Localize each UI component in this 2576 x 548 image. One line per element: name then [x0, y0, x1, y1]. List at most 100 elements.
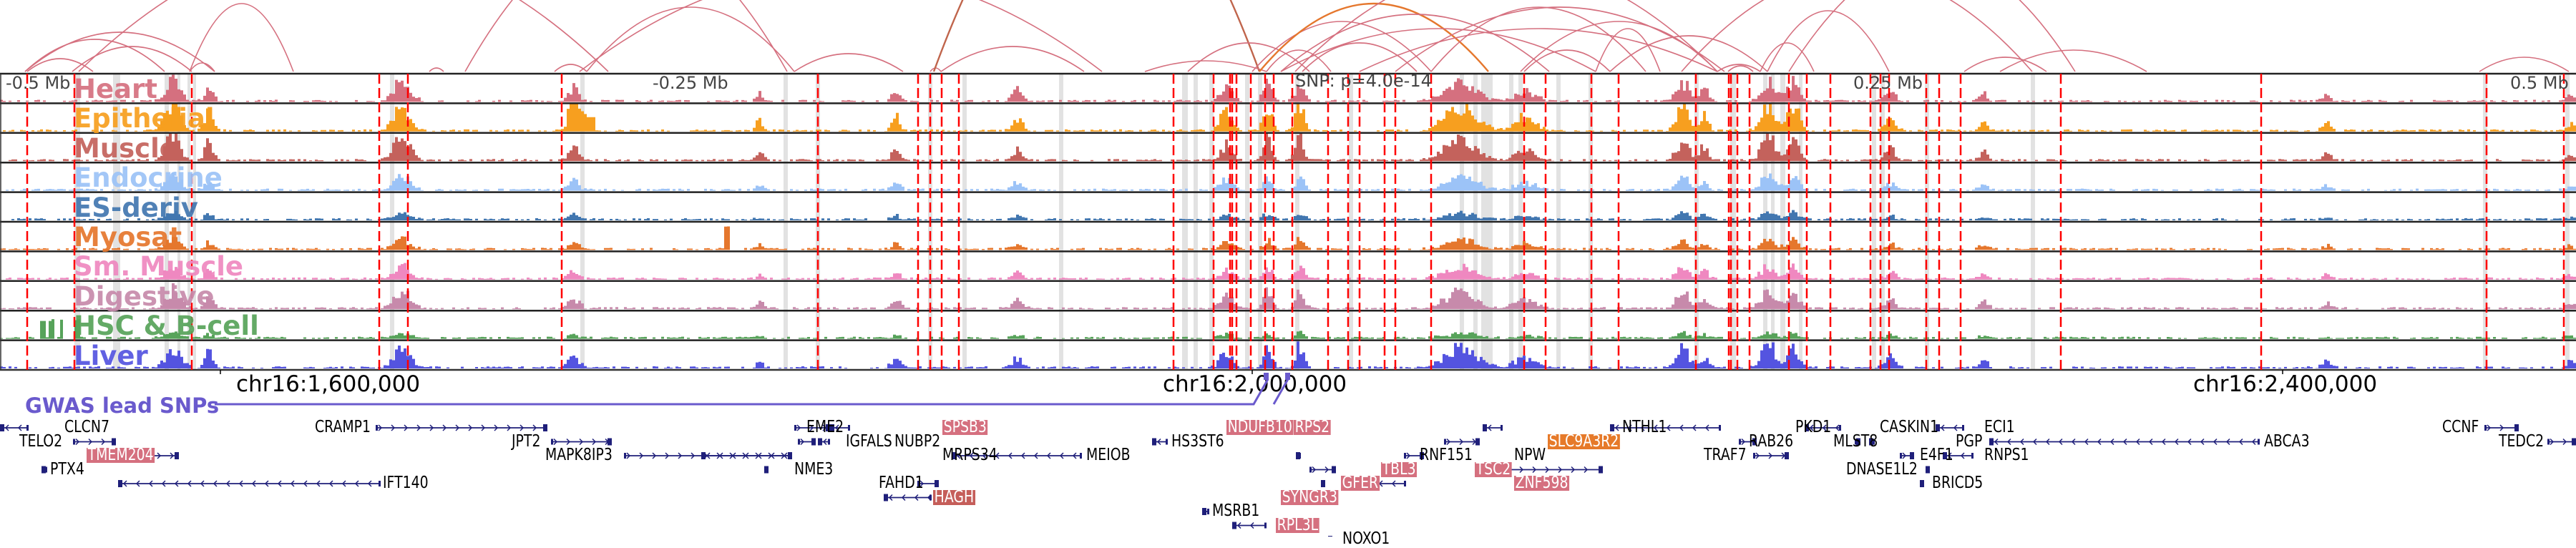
chromatin-loop-arc [464, 0, 788, 72]
gene-label-mapk8ip3[interactable]: MAPK8IP3 [545, 446, 613, 464]
gene-label-rps2[interactable]: RPS2 [1294, 418, 1331, 436]
gene-model-rpl3l [1232, 522, 1267, 529]
gene-label-clcn7[interactable]: CLCN7 [64, 418, 110, 436]
track-label-muscle: Muscle [74, 132, 177, 164]
gene-label-tmem204[interactable]: TMEM204 [86, 446, 155, 464]
gene-label-eci1[interactable]: ECI1 [1984, 418, 2015, 436]
chromatin-loop-arc [1523, 49, 1611, 72]
chromatin-loop-arc [1963, 57, 2047, 72]
gene-model-rnf151 [1296, 452, 1301, 459]
gene-label-fahd1[interactable]: FAHD1 [879, 474, 924, 492]
track-label-hsc-b-cell: HSC & B-cell [74, 310, 259, 342]
gene-label-tsc2[interactable]: TSC2 [1474, 459, 1512, 479]
chromatin-loop-arc [2479, 57, 2570, 72]
chromatin-loop-arcs [24, 0, 2570, 72]
gene-label-znf598[interactable]: ZNF598 [1513, 474, 1569, 492]
gene-model-spsb3 [830, 424, 850, 431]
signal-track-hsc-b-cell [0, 319, 2576, 339]
gene-model-msrb1 [1202, 508, 1209, 515]
gene-label-caskin1[interactable]: CASKIN1 [1880, 418, 1939, 436]
gene-label-rnf151[interactable]: RNF151 [1419, 446, 1473, 464]
chromatin-loop-arc [1520, 21, 1718, 72]
gene-label-pgp[interactable]: PGP [1955, 431, 1983, 451]
gene-model-eme2 [794, 424, 830, 431]
gene-model-eci1 [1936, 424, 1964, 431]
chromatin-loop-arc [1280, 14, 1550, 72]
gene-model-nubp2 [798, 438, 816, 446]
gene-label-syngr3[interactable]: SYNGR3 [1281, 487, 1339, 507]
gene-model-abca3 [1989, 438, 2260, 446]
gene-model-jpt2 [551, 438, 612, 446]
gene-label-dnase1l2[interactable]: DNASE1L2 [1846, 459, 1918, 479]
gene-label-nubp2[interactable]: NUBP2 [894, 431, 941, 451]
gene-label-igfals[interactable]: IGFALS [846, 431, 892, 451]
gene-label-slc9a3r2[interactable]: SLC9A3R2 [1547, 431, 1620, 451]
chromatin-loop-arc [1788, 0, 2076, 72]
gene-label-tbl3[interactable]: TBL3 [1381, 459, 1418, 479]
gene-model-tsc2 [1504, 466, 1603, 474]
signal-track-muscle [9, 133, 2576, 162]
gene-label-ift140[interactable]: IFT140 [383, 474, 429, 492]
gene-model-telo2 [73, 438, 116, 446]
gene-model-caskin1 [1805, 424, 1841, 431]
gene-model-nme3 [764, 466, 769, 474]
gene-label-ndufb10[interactable]: NDUFB10 [1226, 418, 1294, 436]
gene-model-bricd5 [1920, 480, 1924, 487]
chromatin-loop-arc [1999, 49, 2147, 72]
gene-model-npw [1404, 452, 1424, 459]
gene-label-abca3[interactable]: ABCA3 [2264, 431, 2310, 451]
gene-model-hs3st6 [1152, 438, 1168, 446]
gene-label-telo2[interactable]: TELO2 [19, 431, 63, 451]
gene-model-ccnf [2484, 424, 2519, 431]
gene-model-traf7 [1753, 452, 1789, 459]
gene-label-gfer[interactable]: GFER [1340, 474, 1380, 492]
gene-label-e4f1[interactable]: E4F1 [1919, 446, 1953, 464]
signal-track-liver [0, 341, 2576, 368]
gene-label-tedc2[interactable]: TEDC2 [2499, 431, 2545, 451]
track-label-liver: Liver [74, 340, 148, 371]
gene-label-ptx4[interactable]: PTX4 [50, 459, 84, 479]
chromatin-loop-arc [26, 58, 94, 72]
gene-label-noxo1[interactable]: NOXO1 [1342, 529, 1390, 548]
gene-label-hs3st6[interactable]: HS3ST6 [1171, 431, 1224, 451]
gene-model-pgp [1869, 438, 1875, 446]
chromatin-loop-arc [72, 46, 192, 72]
axis-label-0.5mb: 0.5 Mb [2510, 73, 2569, 93]
chromatin-loop-arc [78, 0, 609, 72]
chromatin-loop-arc [1609, 35, 1768, 72]
chromatin-loop-arc [1727, 65, 1754, 72]
gene-label-ccnf[interactable]: CCNF [2442, 418, 2479, 436]
gene-label-nme3[interactable]: NME3 [794, 459, 834, 479]
chromatin-loop-arc [1266, 49, 1332, 72]
gene-label-npw[interactable]: NPW [1513, 446, 1546, 464]
gene-label-mlst8[interactable]: MLST8 [1833, 431, 1878, 451]
chromatin-loop-arc [429, 67, 444, 72]
gene-label-cramp1[interactable]: CRAMP1 [315, 418, 371, 436]
chr-tick-label-2400000: chr16:2,400,000 [2193, 371, 2378, 397]
gene-label-traf7[interactable]: TRAF7 [1704, 446, 1747, 464]
chromatin-loop-arc [554, 64, 587, 72]
gene-label-msrb1[interactable]: MSRB1 [1212, 501, 1260, 520]
chromatin-loop-arc [1760, 42, 1815, 72]
gene-model-rnps1 [1943, 452, 1974, 459]
chromatin-loop-arc [586, 6, 795, 72]
gene-label-rpl3l[interactable]: RPL3L [1276, 515, 1319, 534]
gene-label-pkd1[interactable]: PKD1 [1795, 418, 1832, 436]
gene-label-rab26[interactable]: RAB26 [1748, 431, 1793, 451]
gene-model-pkd1 [1610, 424, 1721, 431]
gene-label-rnps1[interactable]: RNPS1 [1984, 446, 2029, 464]
gene-model-nthl1 [1483, 424, 1503, 431]
chromatin-loop-arc [1294, 0, 1718, 72]
gene-label-mrps34[interactable]: MRPS34 [942, 446, 997, 464]
gene-label-spsb3[interactable]: SPSB3 [942, 418, 988, 436]
gene-label-bricd5[interactable]: BRICD5 [1932, 474, 1984, 492]
gene-label-nthl1[interactable]: NTHL1 [1621, 418, 1667, 436]
gene-label-jpt2[interactable]: JPT2 [512, 431, 541, 451]
signal-track-es-deriv [11, 210, 2576, 220]
gene-label-eme2[interactable]: EME2 [806, 418, 844, 436]
gene-model-ptx4 [42, 466, 47, 474]
axis-label-minus-0.25mb: -0.25 Mb [653, 73, 728, 93]
gene-label-hagh[interactable]: HAGH [933, 487, 975, 507]
gene-label-meiob[interactable]: MEIOB [1086, 446, 1131, 464]
gene-model-rab26 [1739, 438, 1757, 446]
